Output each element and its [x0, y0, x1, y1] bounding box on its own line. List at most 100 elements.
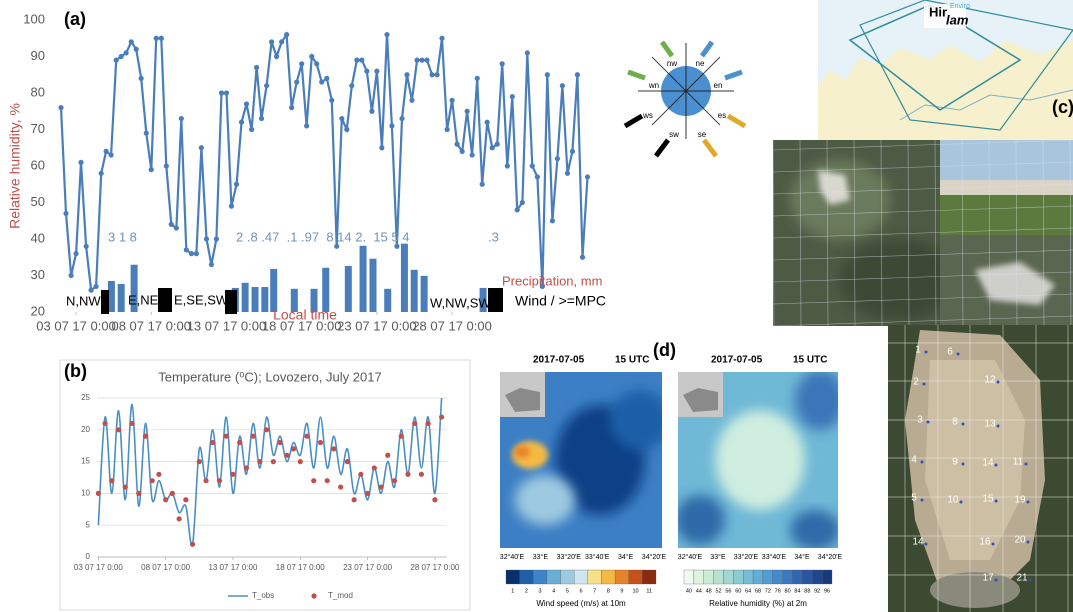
- colorbar-tick: 84: [794, 588, 800, 594]
- y-tick-label: 25: [81, 393, 90, 402]
- point: [58, 105, 63, 110]
- panel-label: (c): [1052, 97, 1073, 117]
- point: [565, 171, 570, 176]
- point: [374, 69, 379, 74]
- point: [284, 453, 289, 458]
- rose-label: en: [714, 81, 723, 90]
- point: [430, 72, 435, 77]
- colorbar-tick: 10: [632, 588, 638, 594]
- colorbar-cell: [561, 570, 575, 584]
- point: [426, 421, 431, 426]
- map-time: 15 UTC: [615, 355, 649, 366]
- point: [284, 32, 289, 37]
- point: [334, 244, 339, 249]
- y-axis-label: Relative humidity, %: [7, 103, 23, 229]
- point: [63, 211, 68, 216]
- colorbar-tick: 76: [775, 588, 781, 594]
- precip-bar: [360, 246, 367, 312]
- colorbar-cell: [743, 570, 753, 584]
- point: [434, 72, 439, 77]
- y-tick-label: 30: [31, 267, 45, 282]
- colorbar-cell: [520, 570, 534, 584]
- point: [404, 72, 409, 77]
- point: [399, 434, 404, 439]
- point: [358, 472, 363, 477]
- point: [389, 123, 394, 128]
- point-label: 12: [984, 375, 996, 386]
- point-label: 13: [984, 419, 996, 430]
- precip-bar: [261, 287, 268, 312]
- point: [555, 156, 560, 161]
- point: [318, 440, 323, 445]
- point: [505, 163, 510, 168]
- point: [169, 222, 174, 227]
- point-label: 21: [1016, 573, 1028, 584]
- colorbar-tick: 60: [735, 588, 741, 594]
- y-tick-label: 80: [31, 84, 45, 99]
- point: [183, 497, 188, 502]
- point: [319, 79, 324, 84]
- point: [199, 145, 204, 150]
- lon-tick: 33°40'E: [585, 553, 610, 561]
- wind-mpc-box: [101, 290, 109, 314]
- colorbar-cell: [629, 570, 643, 584]
- temperature-chart: 051015202503 07 17 0:0008 07 17 0:0013 0…: [74, 369, 460, 600]
- chart-frame: [60, 360, 470, 610]
- point: [239, 120, 244, 125]
- point: [1027, 501, 1030, 504]
- point: [414, 58, 419, 63]
- point: [116, 427, 121, 432]
- y-tick-label: 20: [81, 425, 90, 434]
- point: [311, 478, 316, 483]
- point: [525, 50, 530, 55]
- point: [925, 543, 928, 546]
- point: [995, 500, 998, 503]
- lon-tick: 34°20'E: [818, 553, 843, 561]
- point: [575, 72, 580, 77]
- colorbar-tick: 9: [620, 588, 623, 594]
- colorbar-tick: 64: [745, 588, 751, 594]
- legend-label: T_mod: [328, 591, 353, 600]
- point: [298, 459, 303, 464]
- point: [244, 101, 249, 106]
- point: [419, 58, 424, 63]
- point: [927, 421, 930, 424]
- point: [84, 244, 89, 249]
- colorbar-tick: 56: [725, 588, 731, 594]
- point: [560, 83, 565, 88]
- point: [204, 236, 209, 241]
- point: [291, 446, 296, 451]
- logo-text: Hir: [929, 4, 947, 19]
- lon-tick: 34°E: [618, 553, 634, 561]
- colorbar-cell: [642, 570, 656, 584]
- point: [194, 251, 199, 256]
- point: [570, 149, 575, 154]
- point: [159, 36, 164, 41]
- point: [424, 58, 429, 63]
- point-label: 19: [1014, 495, 1026, 506]
- point: [124, 50, 129, 55]
- rose-label: ne: [696, 59, 705, 68]
- colorbar-tick: 8: [607, 588, 610, 594]
- rose-arrow: [662, 42, 672, 56]
- rose-arrow: [702, 42, 712, 56]
- lon-tick: 33°20'E: [557, 553, 582, 561]
- colorbar-tick: 92: [814, 588, 820, 594]
- colorbar-cell: [704, 570, 714, 584]
- colorbar-tick: 40: [686, 588, 692, 594]
- point: [354, 58, 359, 63]
- x-tick-label: 08 07 17 0:00: [111, 318, 191, 333]
- colorbar-cell: [694, 570, 704, 584]
- colorbar-cell: [723, 570, 733, 584]
- point: [139, 76, 144, 81]
- point-label: 9: [952, 457, 958, 468]
- colorbar-tick: 48: [706, 588, 712, 594]
- point: [585, 174, 590, 179]
- colorbar-cell: [601, 570, 615, 584]
- point: [237, 440, 242, 445]
- point: [78, 160, 83, 165]
- point: [309, 54, 314, 59]
- point: [345, 459, 350, 464]
- point: [338, 484, 343, 489]
